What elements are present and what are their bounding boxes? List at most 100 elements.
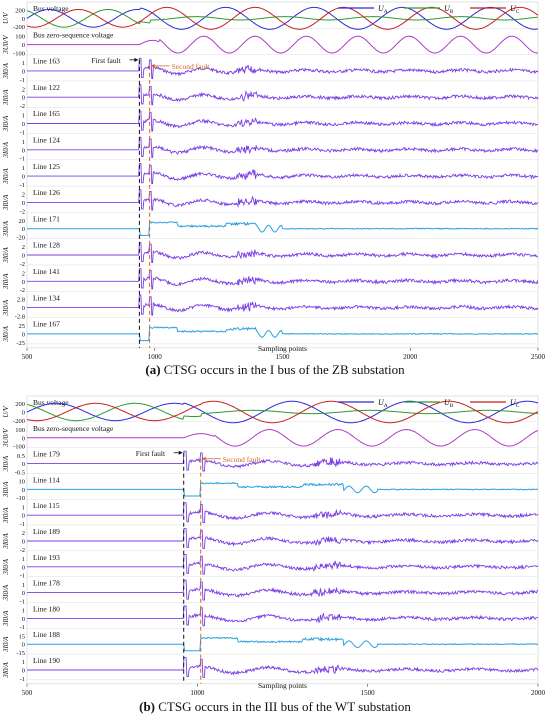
panel-1-row-4-ytick-0: 1 <box>22 504 25 511</box>
panel-1-row-1-name: Bus zero-sequence voltage <box>33 424 114 433</box>
legend-1-sub-2: C <box>516 403 520 409</box>
panel-0-row-6-series <box>27 163 539 185</box>
panel-0-row-1-ytick-2: -100 <box>13 51 25 58</box>
panel-0-row-12-series <box>27 326 539 342</box>
panel-0-row-7-name: Line 126 <box>33 188 60 197</box>
panel-0-row-5-ylabel: 3I0/A <box>2 141 10 158</box>
panel-1-row-0-ytick-1: 0 <box>22 409 25 416</box>
panel-1-row-9-series <box>27 636 539 652</box>
panel-0-row-3-ytick-2: -2 <box>20 103 25 110</box>
panel-0-row-10-series <box>27 268 539 290</box>
panel-0-row-4-ytick-2: -1 <box>20 129 25 136</box>
legend-1-sub-1: B <box>450 403 454 409</box>
panel-1-row-1-ytick-2: -100 <box>13 444 25 451</box>
panel-1-row-0-ytick-0: 200 <box>15 401 25 408</box>
panel-0-row-5-ytick-2: -1 <box>20 156 25 163</box>
panel-1-row-4-ytick-2: -1 <box>20 521 25 528</box>
panel-1-row-8-ylabel: 3I0/A <box>2 610 10 627</box>
panel-0-row-10-ylabel: 3I0/A <box>2 273 10 290</box>
panel-0-row-4-series <box>27 110 539 132</box>
panel-1-row-5-ytick-2: -2 <box>20 547 25 554</box>
panel-1-row-8-ytick-0: 1 <box>22 608 25 615</box>
panel-1-row-8-ytick-1: 0 <box>22 616 25 623</box>
panel-0-row-9-ylabel: 3I0/A <box>2 247 10 264</box>
panel-1-row-1-ylabel: 3U0/V <box>2 428 10 448</box>
panel-0-row-0-ytick-2: -200 <box>13 24 25 31</box>
second-fault-arrowhead-1 <box>201 456 206 461</box>
panel-0-row-5-series <box>27 136 539 158</box>
panel-1-row-0-name: Bus voltage <box>33 398 69 407</box>
panel-0-row-6-ytick-0: 1 <box>22 165 25 172</box>
panel-1-row-8-series <box>27 605 539 627</box>
panel-1-row-10-ylabel: 3I0/A <box>2 662 10 679</box>
xtick-label-1-2: 1500 <box>361 689 376 697</box>
first-fault-label-1: First fault <box>136 449 166 458</box>
panel-0-row-10-ytick-2: -2 <box>20 287 25 294</box>
panel-1-row-6-series <box>27 553 539 575</box>
xtick-label-0-1: 1000 <box>148 353 163 361</box>
panel-0-row-2-ytick-0: 1 <box>22 60 25 67</box>
legend-0-sub-2: C <box>516 9 520 15</box>
caption-b: (b) CTSG occurs in the III bus of the WT… <box>0 699 550 715</box>
caption-a: (a) CTSG occurs in the I bus of the ZB s… <box>0 362 550 378</box>
panel-0-row-9-ytick-2: -2 <box>20 261 25 268</box>
panel-1-row-10-name: Line 190 <box>33 656 60 665</box>
second-fault-arrowhead-0 <box>150 63 155 68</box>
panel-1-row-1-ytick-1: 0 <box>22 435 25 442</box>
panel-0-row-1-name: Bus zero-sequence voltage <box>33 30 114 39</box>
panel-0-row-3-ylabel: 3I0/A <box>2 89 10 106</box>
caption-a-tag: (a) <box>145 362 161 377</box>
first-fault-arrowhead-1 <box>178 450 183 455</box>
panel-0-row-1-ytick-0: 100 <box>15 34 25 41</box>
panel-0-row-6-ylabel: 3I0/A <box>2 168 10 185</box>
panel-0-row-7-ytick-2: -2 <box>20 208 25 215</box>
panel-1-row-6-ytick-0: 1 <box>22 556 25 563</box>
panel-1-row-5-ytick-1: 0 <box>22 538 25 545</box>
panel-1-row-3-ytick-1: 0 <box>22 487 25 494</box>
panel-1-row-9-ytick-1: 0 <box>22 642 25 649</box>
panel-1-row-10-series <box>27 657 539 678</box>
panel-0-row-9-name: Line 128 <box>33 241 60 250</box>
panel-0-row-6-ytick-2: -1 <box>20 182 25 189</box>
panel-0-row-8-ytick-0: 20 <box>19 218 26 225</box>
panel-0-row-11-name: Line 134 <box>33 293 60 302</box>
panel-0-row-8-ylabel: 3I0/A <box>2 220 10 237</box>
xtick-label-0-4: 2500 <box>531 353 546 361</box>
panel-0-row-1-ylabel: 3U0/V <box>2 35 10 55</box>
panel-1-row-9-ylabel: 3I0/A <box>2 636 10 653</box>
panel-1-row-2-ytick-2: -0.5 <box>15 469 25 476</box>
panel-1-row-5-ytick-0: 2 <box>22 530 25 537</box>
panel-1-row-2-series <box>27 450 539 472</box>
panel-0-row-2-series <box>27 57 539 79</box>
panel-0-row-9-series <box>27 241 538 264</box>
panel-1-row-3-series <box>27 481 538 497</box>
panel-0-row-9-ytick-1: 0 <box>22 253 25 260</box>
panel-1-row-3-name: Line 114 <box>33 475 60 484</box>
panel-0-row-0-series-UC <box>26 6 539 30</box>
xtick-label-1-0: 500 <box>22 689 33 697</box>
panel-1-row-10-ytick-1: 0 <box>22 667 25 674</box>
panel-1-row-0-ytick-2: -200 <box>13 418 25 425</box>
panel-0-row-12-ytick-1: 0 <box>22 331 25 338</box>
panel-0-row-1-ytick-1: 0 <box>22 42 25 49</box>
panel-1-row-3-ytick-2: -10 <box>16 495 25 502</box>
panel-0-row-11-ytick-2: -2.8 <box>15 314 25 321</box>
panel-0-row-8-ytick-2: -20 <box>16 235 25 242</box>
panel-1-row-8-ytick-2: -1 <box>20 624 25 631</box>
panel-1-row-0-series-UB <box>26 402 539 422</box>
panel-0-row-11-ytick-0: 2.8 <box>17 297 25 304</box>
panel-1-row-1-series <box>27 428 539 447</box>
panel-1-row-10-ytick-0: 1 <box>22 659 25 666</box>
panel-1-row-4-ylabel: 3I0/A <box>2 507 10 524</box>
panel-1-row-5-name: Line 189 <box>33 527 60 536</box>
panel-0-row-0-series-UA <box>26 6 539 30</box>
x-axis-label-1: Sampling points <box>258 681 307 690</box>
panel-1-row-4-ytick-1: 0 <box>22 513 25 520</box>
caption-b-tag: (b) <box>139 699 155 714</box>
panel-1-row-2-ytick-0: 0.5 <box>17 453 25 460</box>
panel-0-row-9-ytick-0: 2 <box>22 244 25 251</box>
panel-0-row-2-ylabel: 3I0/A <box>2 62 10 79</box>
panel-1-row-9-ytick-0: 15 <box>19 633 26 640</box>
legend-0-label-1: UB <box>444 4 454 15</box>
panel-0-row-4-ylabel: 3I0/A <box>2 115 10 132</box>
